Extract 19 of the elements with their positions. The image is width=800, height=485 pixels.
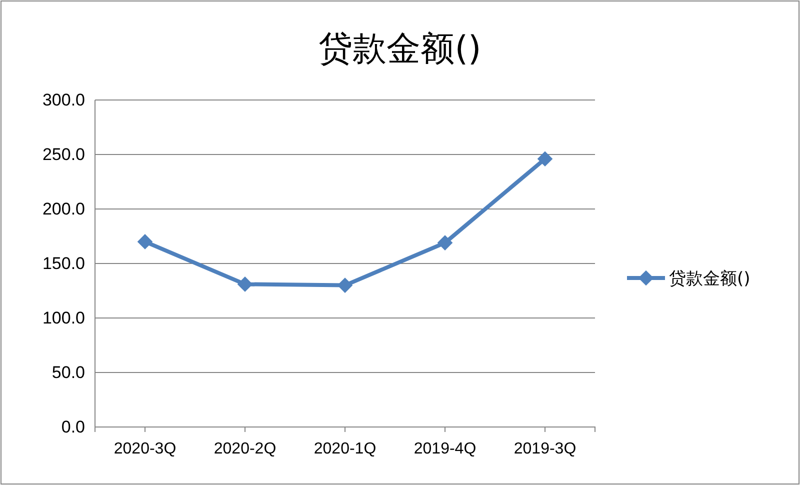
- x-tick-label: 2019-4Q: [414, 440, 476, 458]
- y-tick-label: 0.0: [61, 417, 85, 436]
- point: [437, 235, 453, 250]
- point: [237, 276, 253, 292]
- y-tick-label: 300.0: [42, 90, 85, 110]
- x-tick-label: 2020-1Q: [314, 440, 376, 458]
- legend-label: 贷款金额(): [669, 269, 750, 289]
- x-tick-label: 2019-3Q: [514, 440, 576, 458]
- y-tick-label: 150.0: [42, 254, 85, 273]
- point: [137, 234, 153, 250]
- x-tick-label: 2020-3Q: [114, 440, 176, 458]
- y-tick-label: 200.0: [42, 199, 85, 218]
- point: [337, 278, 353, 293]
- x-tick-label: 2020-2Q: [214, 440, 276, 458]
- y-tick-label: 250.0: [42, 144, 85, 164]
- point: [537, 151, 553, 167]
- y-tick-label: 100.0: [42, 308, 85, 328]
- y-tick-label: 50.0: [52, 362, 85, 382]
- chart-title: 贷款金额(): [318, 29, 482, 69]
